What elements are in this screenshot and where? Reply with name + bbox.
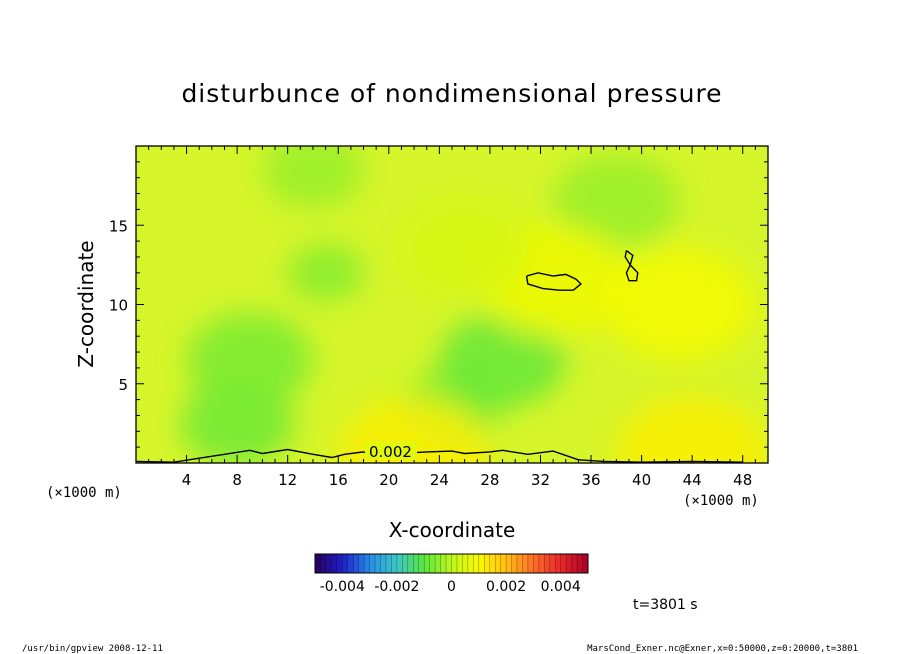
x-tick-label: 48 — [733, 471, 752, 489]
colorbar-frame — [314, 553, 589, 574]
colorbar-bin — [342, 554, 349, 573]
colorbar-tick-label: -0.004 — [320, 579, 365, 595]
field-blob — [401, 201, 528, 297]
contour-line — [624, 250, 639, 282]
colorbar-bin — [440, 554, 447, 573]
field-blob — [262, 146, 364, 208]
contour-line — [525, 272, 582, 291]
colorbar-bin — [473, 554, 480, 573]
colorbar-bin — [566, 554, 573, 573]
x-unit-right: (×1000 m) — [683, 493, 759, 509]
colorbar-tick-label: 0.002 — [486, 579, 526, 595]
x-tick-label: 16 — [329, 471, 348, 489]
colorbar-bin — [489, 554, 496, 573]
colorbar-bin — [320, 554, 327, 573]
y-tick-label: 10 — [109, 297, 128, 315]
colorbar-bin — [385, 554, 392, 573]
colorbar-bin — [484, 554, 491, 573]
field-blobs — [180, 146, 768, 463]
time-label: t=3801 s — [633, 597, 698, 613]
colorbar-bin — [451, 554, 458, 573]
colorbar-bin — [364, 554, 371, 573]
contour-label: 0.002 — [369, 443, 412, 461]
colorbar-bin — [424, 554, 431, 573]
colorbar-bin — [517, 554, 523, 573]
colorbar-bin — [478, 554, 485, 573]
colorbar-bin — [462, 554, 469, 573]
colorbar-bin — [544, 554, 551, 573]
colorbar-bin — [358, 554, 365, 573]
colorbar-bin — [571, 554, 578, 573]
colorbar-bin — [407, 554, 414, 573]
footer-right: MarsCond_Exner.nc@Exner,x=0:50000,z=0:20… — [587, 644, 858, 654]
colorbar-bin — [582, 554, 589, 573]
y-ticks: 5 10 15 — [109, 161, 768, 448]
colorbar-bin — [495, 554, 502, 573]
colorbar-bin — [538, 554, 545, 573]
y-axis-label: Z-coordinate — [74, 240, 98, 367]
colorbar-bin — [380, 554, 387, 573]
colorbar-bin — [435, 554, 442, 573]
field-blob — [287, 244, 364, 302]
colorbar-bin — [402, 554, 409, 573]
colorbar-bin — [560, 554, 567, 573]
colorbar-bin — [391, 554, 398, 573]
colorbar-bin — [413, 554, 420, 573]
colorbar-bin — [522, 554, 529, 573]
x-unit-left: (×1000 m) — [46, 485, 122, 501]
footer-left: /usr/bin/gpview 2008-12-11 — [22, 644, 163, 654]
x-tick-label: 20 — [379, 471, 398, 489]
y-tick-label: 5 — [118, 376, 128, 394]
field-blob — [553, 153, 680, 250]
colorbar-bin — [549, 554, 556, 573]
field-blob — [616, 396, 768, 463]
x-tick-label: 4 — [182, 471, 192, 489]
x-tick-label: 12 — [278, 471, 297, 489]
colorbar-bin — [511, 554, 518, 573]
colorbar-bin — [527, 554, 534, 573]
x-tick-label: 28 — [480, 471, 499, 489]
colorbar-bin — [375, 554, 382, 573]
colorbar-bin — [500, 554, 507, 573]
x-tick-label: 8 — [232, 471, 242, 489]
colorbar: -0.004 -0.002 0 0.002 0.004 — [314, 553, 589, 595]
colorbar-bin — [429, 554, 436, 573]
x-tick-label: 32 — [531, 471, 550, 489]
colorbar-bin — [325, 554, 332, 573]
x-tick-label: 40 — [632, 471, 651, 489]
field-blob — [603, 247, 756, 362]
colorbar-bin — [506, 554, 513, 573]
colorbar-bin — [446, 554, 452, 573]
colorbar-bin — [331, 554, 338, 573]
field-blob — [186, 312, 313, 408]
colorbar-bin — [396, 554, 403, 573]
x-ticks: 4 8 12 16 20 24 28 32 36 40 44 48 — [148, 146, 756, 489]
colorbar-bin — [315, 554, 321, 573]
colorbar-tick-label: 0.004 — [541, 579, 581, 595]
y-tick-label: 15 — [109, 217, 128, 235]
colorbar-bin — [353, 554, 360, 573]
colorbar-bin — [369, 554, 376, 573]
colorbar-tick-label: 0 — [447, 579, 456, 595]
contour-label-gap — [365, 442, 417, 460]
x-tick-label: 24 — [430, 471, 449, 489]
chart-title: disturbunce of nondimensional pressure — [181, 79, 722, 108]
colorbar-bin — [418, 554, 425, 573]
colorbar-bin — [577, 554, 584, 573]
colorbar-bin — [555, 554, 562, 573]
colorbar-bin — [456, 554, 463, 573]
colorbar-bin — [467, 554, 474, 573]
colorbar-bin — [533, 554, 540, 573]
colorbar-bin — [336, 554, 343, 573]
x-axis-label: X-coordinate — [389, 518, 516, 542]
x-tick-label: 44 — [683, 471, 702, 489]
x-tick-label: 36 — [581, 471, 600, 489]
field-blob — [439, 312, 566, 408]
colorbar-tick-label: -0.002 — [374, 579, 419, 595]
colorbar-bin — [347, 554, 354, 573]
